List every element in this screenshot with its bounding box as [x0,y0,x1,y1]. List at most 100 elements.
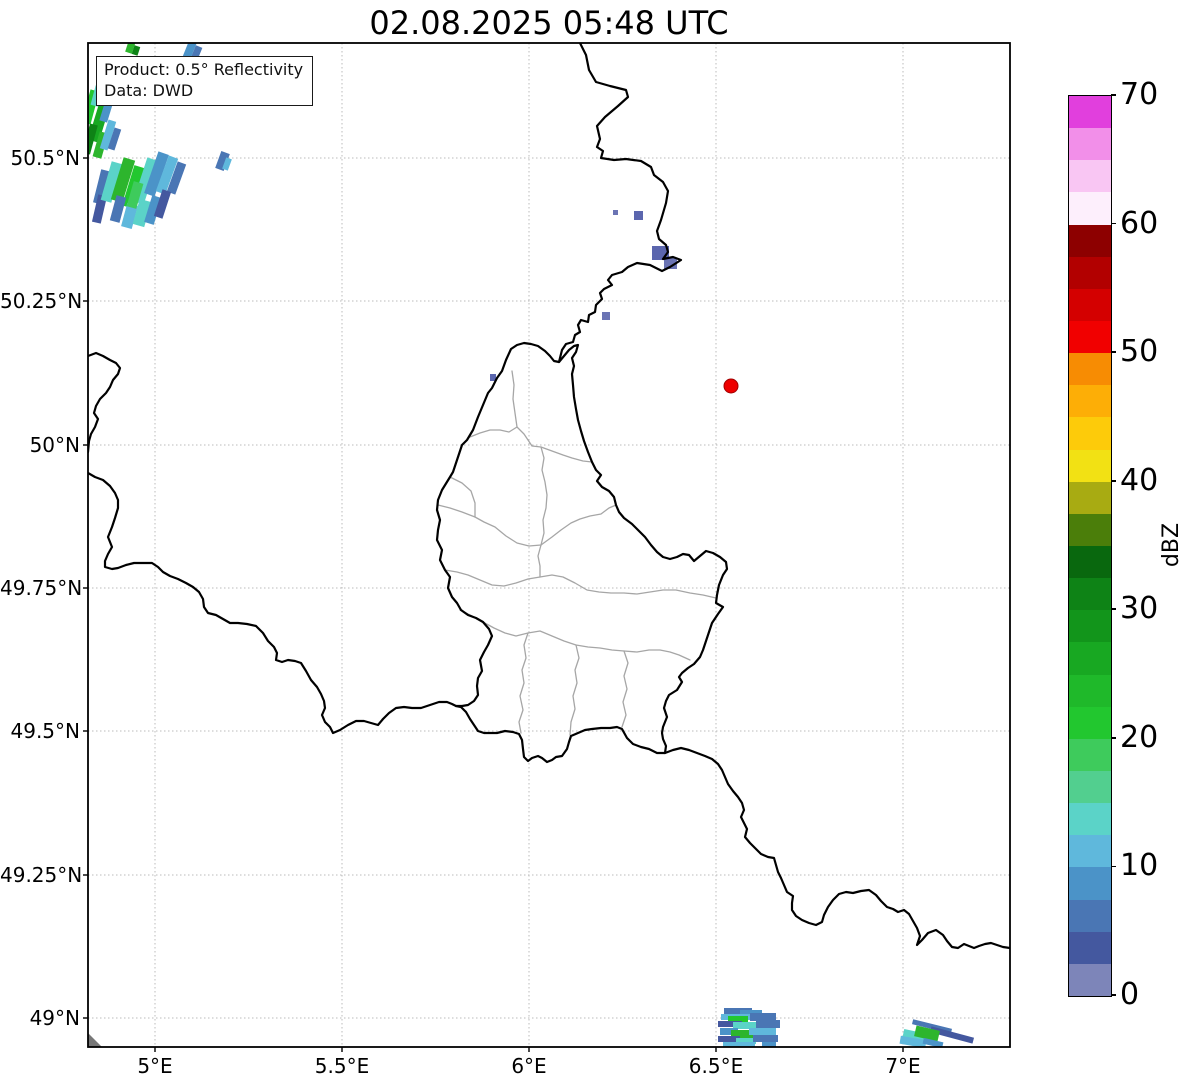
canton-border-line [569,644,580,736]
country-border-line [435,341,729,764]
colorbar-segment [1069,803,1111,836]
canton-border-line [469,426,593,463]
reflectivity-colorbar [1068,95,1112,997]
colorbar-segment [1069,706,1111,739]
radar-echo-cell [914,1025,940,1042]
radar-echo-cell [749,1028,776,1035]
colorbar-segment [1069,610,1111,643]
colorbar-segment [1069,288,1111,321]
radar-echo-cell [756,1020,780,1028]
radar-echo-cell [121,202,138,230]
colorbar-segment [1069,513,1111,546]
colorbar-segment [1069,160,1111,193]
radar-echo-cell [99,119,117,151]
canton-border-line [511,370,518,428]
radar-echo-cell [750,1013,776,1021]
radar-echo-cell [718,1036,740,1042]
colorbar-segment [1069,545,1111,579]
radar-echo-cell [110,157,136,203]
x-axis-tick-label: 5.5°E [314,1054,370,1078]
canton-border-line [540,446,548,546]
x-axis-tick-label: 7°E [885,1054,921,1078]
y-axis-tick-label: 49°N [29,1006,80,1030]
radar-echo-cell [724,1008,752,1014]
colorbar-tick [1111,994,1116,996]
radar-echo-cell [490,374,496,381]
radar-echo-cell [733,1022,757,1029]
colorbar-segment [1069,96,1111,129]
colorbar-segment [1069,578,1111,611]
colorbar-segment [1069,674,1111,707]
canton-border-line [437,504,476,518]
colorbar-tick-label: 0 [1120,977,1140,1012]
colorbar-segment [1069,835,1111,868]
product-info-box: Product: 0.5° Reflectivity Data: DWD [96,56,314,106]
country-border-line [557,43,683,364]
radar-echo-cell [222,157,232,171]
colorbar-segment [1069,417,1111,450]
radar-echo-cell [144,195,162,225]
radar-echo-cell [125,43,136,54]
canton-border-line [518,632,529,734]
y-axis-tick-label: 49.75°N [0,576,83,600]
radar-echo-cell [613,210,618,215]
canton-border-line [459,609,691,661]
radar-echo-cell [144,151,169,197]
grid-lines [88,43,1010,1047]
radar-echo-cell [728,1016,748,1023]
colorbar-tick [1111,351,1116,353]
colorbar-segment [1069,642,1111,675]
radar-echo-cell [922,1037,944,1047]
colorbar-segment [1069,385,1111,418]
colorbar-tick-label: 40 [1120,462,1159,498]
colorbar-segment [1069,449,1111,482]
colorbar-tick-label: 50 [1120,334,1159,370]
radar-echo-cell [166,161,187,195]
colorbar-segment [1069,963,1111,996]
colorbar-tick [1111,94,1116,96]
canton-border-line [621,650,629,728]
colorbar-segment [1069,256,1111,289]
colorbar-tick [1111,608,1116,611]
canton-border-line [449,476,617,547]
canton-borders [437,370,717,736]
radar-echo-cell [731,1030,756,1038]
radar-echo-cell [736,1038,756,1044]
country-borders [88,43,1010,950]
radar-echo-cell [126,181,144,209]
colorbar-tick-label: 70 [1120,77,1159,112]
radar-echo-cell [153,189,172,219]
colorbar-segment [1069,128,1111,161]
colorbar-tick [1111,865,1116,868]
radar-echo-cell [93,169,111,205]
colorbar-segment [1069,481,1111,514]
map-frame [87,42,1011,1048]
colorbar-tick-label: 30 [1120,591,1159,627]
colorbar-segment [1069,770,1111,804]
radar-echo-cell [740,1010,762,1015]
radar-echo-cell [718,1021,742,1027]
colorbar-segment [1069,192,1111,225]
x-axis-tick-label: 6°E [511,1054,547,1078]
radar-echo-cell [664,258,677,269]
colorbar-segment [1069,899,1111,932]
radar-echo-cell [155,155,179,195]
colorbar-segment [1069,320,1111,354]
country-border-line [88,351,122,454]
y-axis-tick-label: 50.5°N [10,146,81,170]
colorbar-segment [1069,867,1111,900]
radar-echo-cell [753,1035,778,1042]
radar-echo-cell [100,161,123,203]
colorbar-segment [1069,738,1111,771]
colorbar-segment [1069,931,1111,964]
corner-border-fragment [88,1033,102,1047]
radar-echo-cell [720,1028,738,1035]
data-source-line: Data: DWD [104,81,194,100]
y-axis-tick-label: 50.25°N [0,289,83,313]
radar-echo-cell [602,312,610,320]
colorbar-tick [1111,222,1116,225]
colorbar-segment [1069,224,1111,257]
colorbar-tick-label: 60 [1120,205,1159,241]
radar-echo-cell [215,151,230,171]
